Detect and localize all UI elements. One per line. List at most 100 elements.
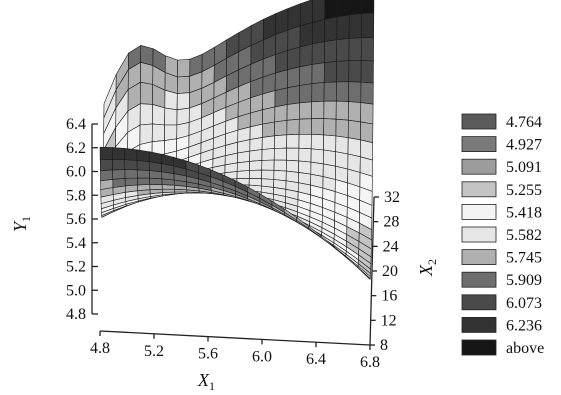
surface-cell (323, 100, 337, 120)
legend-label: 6.073 (506, 295, 542, 312)
z-axis-ticks: 8 12 16 20 24 28 32 (370, 189, 400, 354)
y-tick-label: 6.0 (66, 164, 86, 181)
surface-cell (274, 119, 288, 137)
surface-cell (360, 81, 374, 105)
legend-swatch (461, 339, 497, 356)
surface-cell (335, 118, 349, 139)
surface-cell (311, 100, 325, 120)
surface-cell (176, 92, 190, 111)
y-tick-label: 5.6 (66, 211, 86, 228)
surface-cell (348, 13, 362, 39)
surface-cell (285, 159, 300, 173)
surface-cell (287, 3, 301, 31)
surface-cell (335, 135, 349, 155)
x-axis-line (99, 330, 371, 346)
surface-cell (112, 169, 126, 180)
surface-cell (274, 104, 288, 123)
surface-cell (177, 58, 191, 78)
surface-cell (299, 0, 313, 27)
surface-cell (273, 169, 287, 182)
surface-cell (299, 83, 313, 104)
surface-cell (149, 177, 163, 185)
surface-cell (286, 147, 300, 162)
surface-cell (348, 0, 362, 16)
legend-label: 5.909 (506, 272, 542, 289)
x-tick-label: 6.4 (306, 351, 326, 368)
z-tick-label: 28 (383, 214, 399, 231)
surface-cell (336, 14, 350, 41)
surface-cell (299, 43, 313, 68)
surface-cell (287, 46, 301, 71)
surface-cell (286, 102, 300, 121)
surface-cell (287, 25, 301, 51)
surface-cell (361, 12, 375, 39)
y-tick-label: 5.4 (66, 235, 86, 252)
surface-cell (298, 101, 313, 120)
legend-swatch (461, 249, 497, 266)
surface-cell (274, 69, 288, 91)
surface-cell (236, 170, 250, 180)
surface-cell (348, 37, 362, 62)
surface-cell (136, 149, 150, 163)
surface-cell (99, 146, 113, 160)
legend-label: 5.582 (506, 227, 542, 244)
surface-cell (149, 184, 163, 191)
y-tick-label: 5.8 (66, 187, 86, 204)
surface-cell (99, 158, 113, 172)
surface-cell (324, 16, 338, 42)
surface-cell (261, 121, 276, 138)
surface-cell (100, 169, 114, 182)
legend-label: above (506, 340, 544, 357)
y-tick-label: 6.2 (66, 140, 86, 157)
legend-swatch (461, 181, 497, 198)
legend-label: 5.418 (506, 204, 542, 221)
z-tick-label: 12 (381, 312, 397, 329)
surface-cell (262, 90, 276, 111)
surface-cell (324, 0, 338, 20)
legend-label: 5.255 (506, 182, 542, 199)
surface-cell (137, 177, 151, 186)
surface-cell (140, 61, 154, 85)
surface-cell (287, 66, 301, 89)
surface-cell (274, 50, 289, 74)
surface-cell (124, 177, 138, 187)
y-tick-label: 4.8 (66, 306, 86, 323)
surface-mesh (99, 0, 375, 280)
y-tick-label: 6.4 (66, 116, 86, 133)
legend-label: 4.927 (506, 137, 542, 154)
y-tick-label: 5.0 (66, 282, 86, 299)
surface-cell (248, 178, 262, 187)
surface-cell (286, 118, 300, 136)
surface-cell (336, 38, 350, 62)
legend-swatch (461, 294, 497, 311)
z-tick-label: 16 (381, 288, 397, 305)
surface-cell (323, 81, 337, 102)
surface-cell (360, 102, 374, 125)
legend-label: 5.745 (506, 250, 542, 267)
surface-cell (347, 119, 361, 141)
surface-cell (335, 81, 350, 102)
surface-cell (311, 82, 325, 103)
surface-cell (311, 41, 325, 65)
legend-swatch (461, 203, 497, 220)
surface-cell (176, 75, 191, 94)
surface-cell (274, 87, 288, 108)
surface-cell (348, 60, 362, 83)
x-tick-label: 6.8 (360, 354, 380, 371)
x-tick-label: 6.0 (252, 348, 272, 365)
surface-cell (249, 149, 263, 162)
z-tick-label: 8 (380, 337, 388, 354)
x-tick-label: 5.6 (198, 346, 218, 363)
surface-cell (347, 137, 361, 158)
legend-swatch (461, 113, 497, 130)
surface-cell (151, 123, 165, 143)
surface-cell (310, 148, 324, 165)
surface-cell (248, 169, 263, 180)
surface-cell (249, 137, 263, 152)
surface-cell (360, 37, 374, 62)
surface-cell (249, 123, 263, 140)
surface-cell (249, 160, 263, 171)
surface-cell (112, 177, 126, 188)
surface-cell (236, 161, 250, 172)
x-axis-label: X1 (197, 370, 215, 393)
